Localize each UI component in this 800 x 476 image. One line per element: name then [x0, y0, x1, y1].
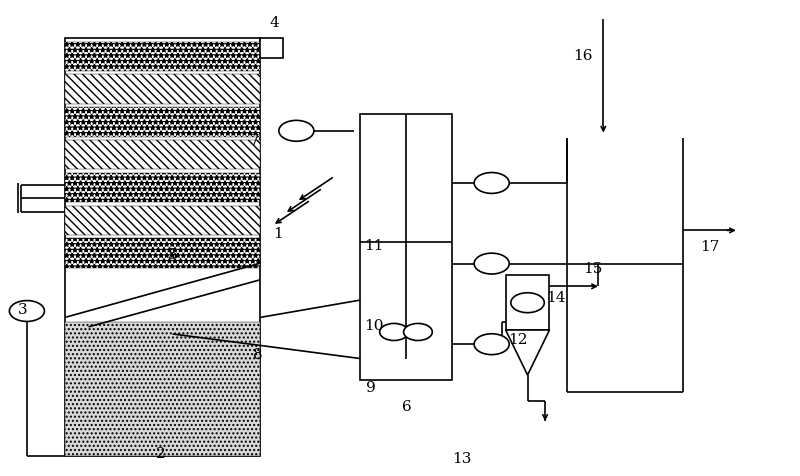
Text: 1: 1: [273, 226, 283, 240]
Circle shape: [380, 324, 408, 341]
Bar: [65, 42, 261, 72]
Circle shape: [474, 334, 510, 355]
Text: 11: 11: [364, 238, 383, 252]
Circle shape: [10, 301, 45, 322]
Circle shape: [403, 324, 432, 341]
Bar: [65, 108, 261, 138]
Polygon shape: [506, 330, 550, 375]
Bar: [65, 322, 261, 456]
Text: 15: 15: [583, 262, 602, 276]
Bar: [65, 173, 261, 203]
Text: 16: 16: [573, 49, 592, 63]
Circle shape: [279, 121, 314, 142]
Circle shape: [474, 173, 510, 194]
Text: 2: 2: [156, 446, 166, 460]
Bar: [65, 39, 261, 456]
Text: 14: 14: [546, 290, 566, 304]
Bar: [65, 141, 261, 170]
Bar: [360, 115, 452, 380]
Circle shape: [511, 293, 544, 313]
Text: 9: 9: [366, 380, 376, 394]
Bar: [261, 39, 283, 59]
Text: 4: 4: [270, 16, 280, 30]
Text: 12: 12: [508, 333, 528, 347]
Circle shape: [474, 254, 510, 275]
Text: 5: 5: [168, 248, 178, 261]
Bar: [65, 206, 261, 236]
Bar: [506, 276, 550, 330]
Text: 8: 8: [254, 347, 263, 361]
Text: 3: 3: [18, 302, 28, 316]
Bar: [65, 239, 261, 268]
Text: 10: 10: [364, 318, 383, 333]
Bar: [65, 75, 261, 105]
Text: 13: 13: [453, 451, 472, 465]
Text: 7: 7: [250, 134, 260, 148]
Text: 6: 6: [402, 399, 411, 413]
Text: 17: 17: [700, 239, 719, 253]
